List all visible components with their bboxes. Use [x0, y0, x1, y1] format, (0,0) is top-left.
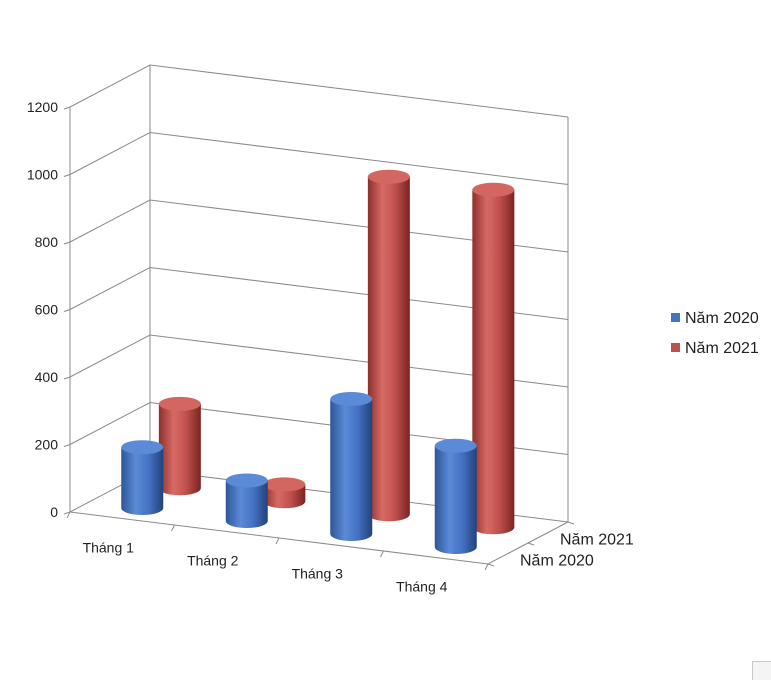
y-axis-ticks: 0 200 400 600 800 1000 1200 [27, 99, 58, 520]
y-tick-mark [63, 241, 71, 245]
bar-top [121, 440, 164, 455]
depth-label: Năm 2020 [520, 553, 594, 570]
x-tick-mark [66, 511, 71, 519]
x-tick-mark [484, 563, 489, 571]
bar-nam-2020-2 [225, 473, 268, 528]
x-axis-labels: Tháng 1 Tháng 2 Tháng 3 Tháng 4 [83, 540, 448, 595]
y-tick-mark [63, 106, 71, 110]
y-tick-mark [63, 174, 71, 177]
x-tick-label: Tháng 1 [83, 540, 135, 556]
gridline [69, 131, 569, 185]
y-tick-mark [63, 309, 71, 312]
y-tick-label: 1200 [27, 99, 58, 115]
bar-top [158, 396, 201, 411]
bar-top [225, 473, 268, 488]
bar-body [367, 176, 410, 522]
legend-swatch [671, 343, 680, 352]
depth-label: Năm 2021 [560, 532, 634, 549]
x-tick-label: Tháng 2 [187, 553, 239, 569]
bar-body [225, 480, 268, 528]
bar-nam-2021-1 [158, 396, 201, 496]
x-tick-label: Tháng 3 [292, 566, 344, 582]
grid-layer [63, 64, 575, 571]
legend: Năm 2020 Năm 2021 [671, 310, 759, 357]
depth-tick-mark [487, 563, 495, 567]
y-tick-label: 600 [35, 302, 59, 318]
bar-nam-2021-3 [367, 169, 410, 522]
bar-nam-2021-4 [472, 182, 515, 535]
bar-top [434, 438, 477, 453]
depth-axis-labels: Năm 2021 Năm 2020 [520, 532, 634, 570]
bar-top [330, 392, 373, 406]
bar-body [121, 447, 164, 516]
x-tick-mark [275, 537, 280, 545]
bar-body [330, 399, 373, 542]
legend-swatch [671, 313, 680, 322]
x-tick-label: Tháng 4 [396, 579, 448, 595]
bar-top [472, 182, 515, 197]
x-tick-mark [380, 550, 384, 558]
y-tick-label: 800 [35, 234, 59, 250]
bar-body [434, 445, 477, 554]
bar-nam-2020-1 [121, 440, 164, 516]
legend-label: Năm 2021 [685, 340, 759, 357]
y-tick-label: 200 [35, 437, 59, 453]
bar-nam-2020-3 [330, 392, 373, 542]
bars [121, 169, 515, 554]
bar-top [263, 477, 306, 492]
y-tick-mark [63, 511, 71, 515]
gridline [69, 64, 569, 118]
y-tick-mark [63, 376, 71, 380]
bar-top [367, 169, 410, 184]
y-tick-label: 0 [50, 504, 58, 520]
x-tick-mark [171, 524, 175, 532]
y-tick-label: 400 [35, 369, 59, 385]
depth-tick-mark [567, 521, 575, 525]
legend-label: Năm 2020 [685, 310, 759, 327]
bar-body [158, 403, 201, 496]
bar-body [472, 189, 515, 535]
resize-corner [752, 661, 771, 680]
bar-nam-2021-2 [263, 477, 306, 509]
bar-nam-2020-4 [434, 438, 477, 554]
y-tick-label: 1000 [27, 167, 58, 183]
y-tick-mark [63, 444, 71, 447]
depth-tick-mark [527, 542, 535, 546]
